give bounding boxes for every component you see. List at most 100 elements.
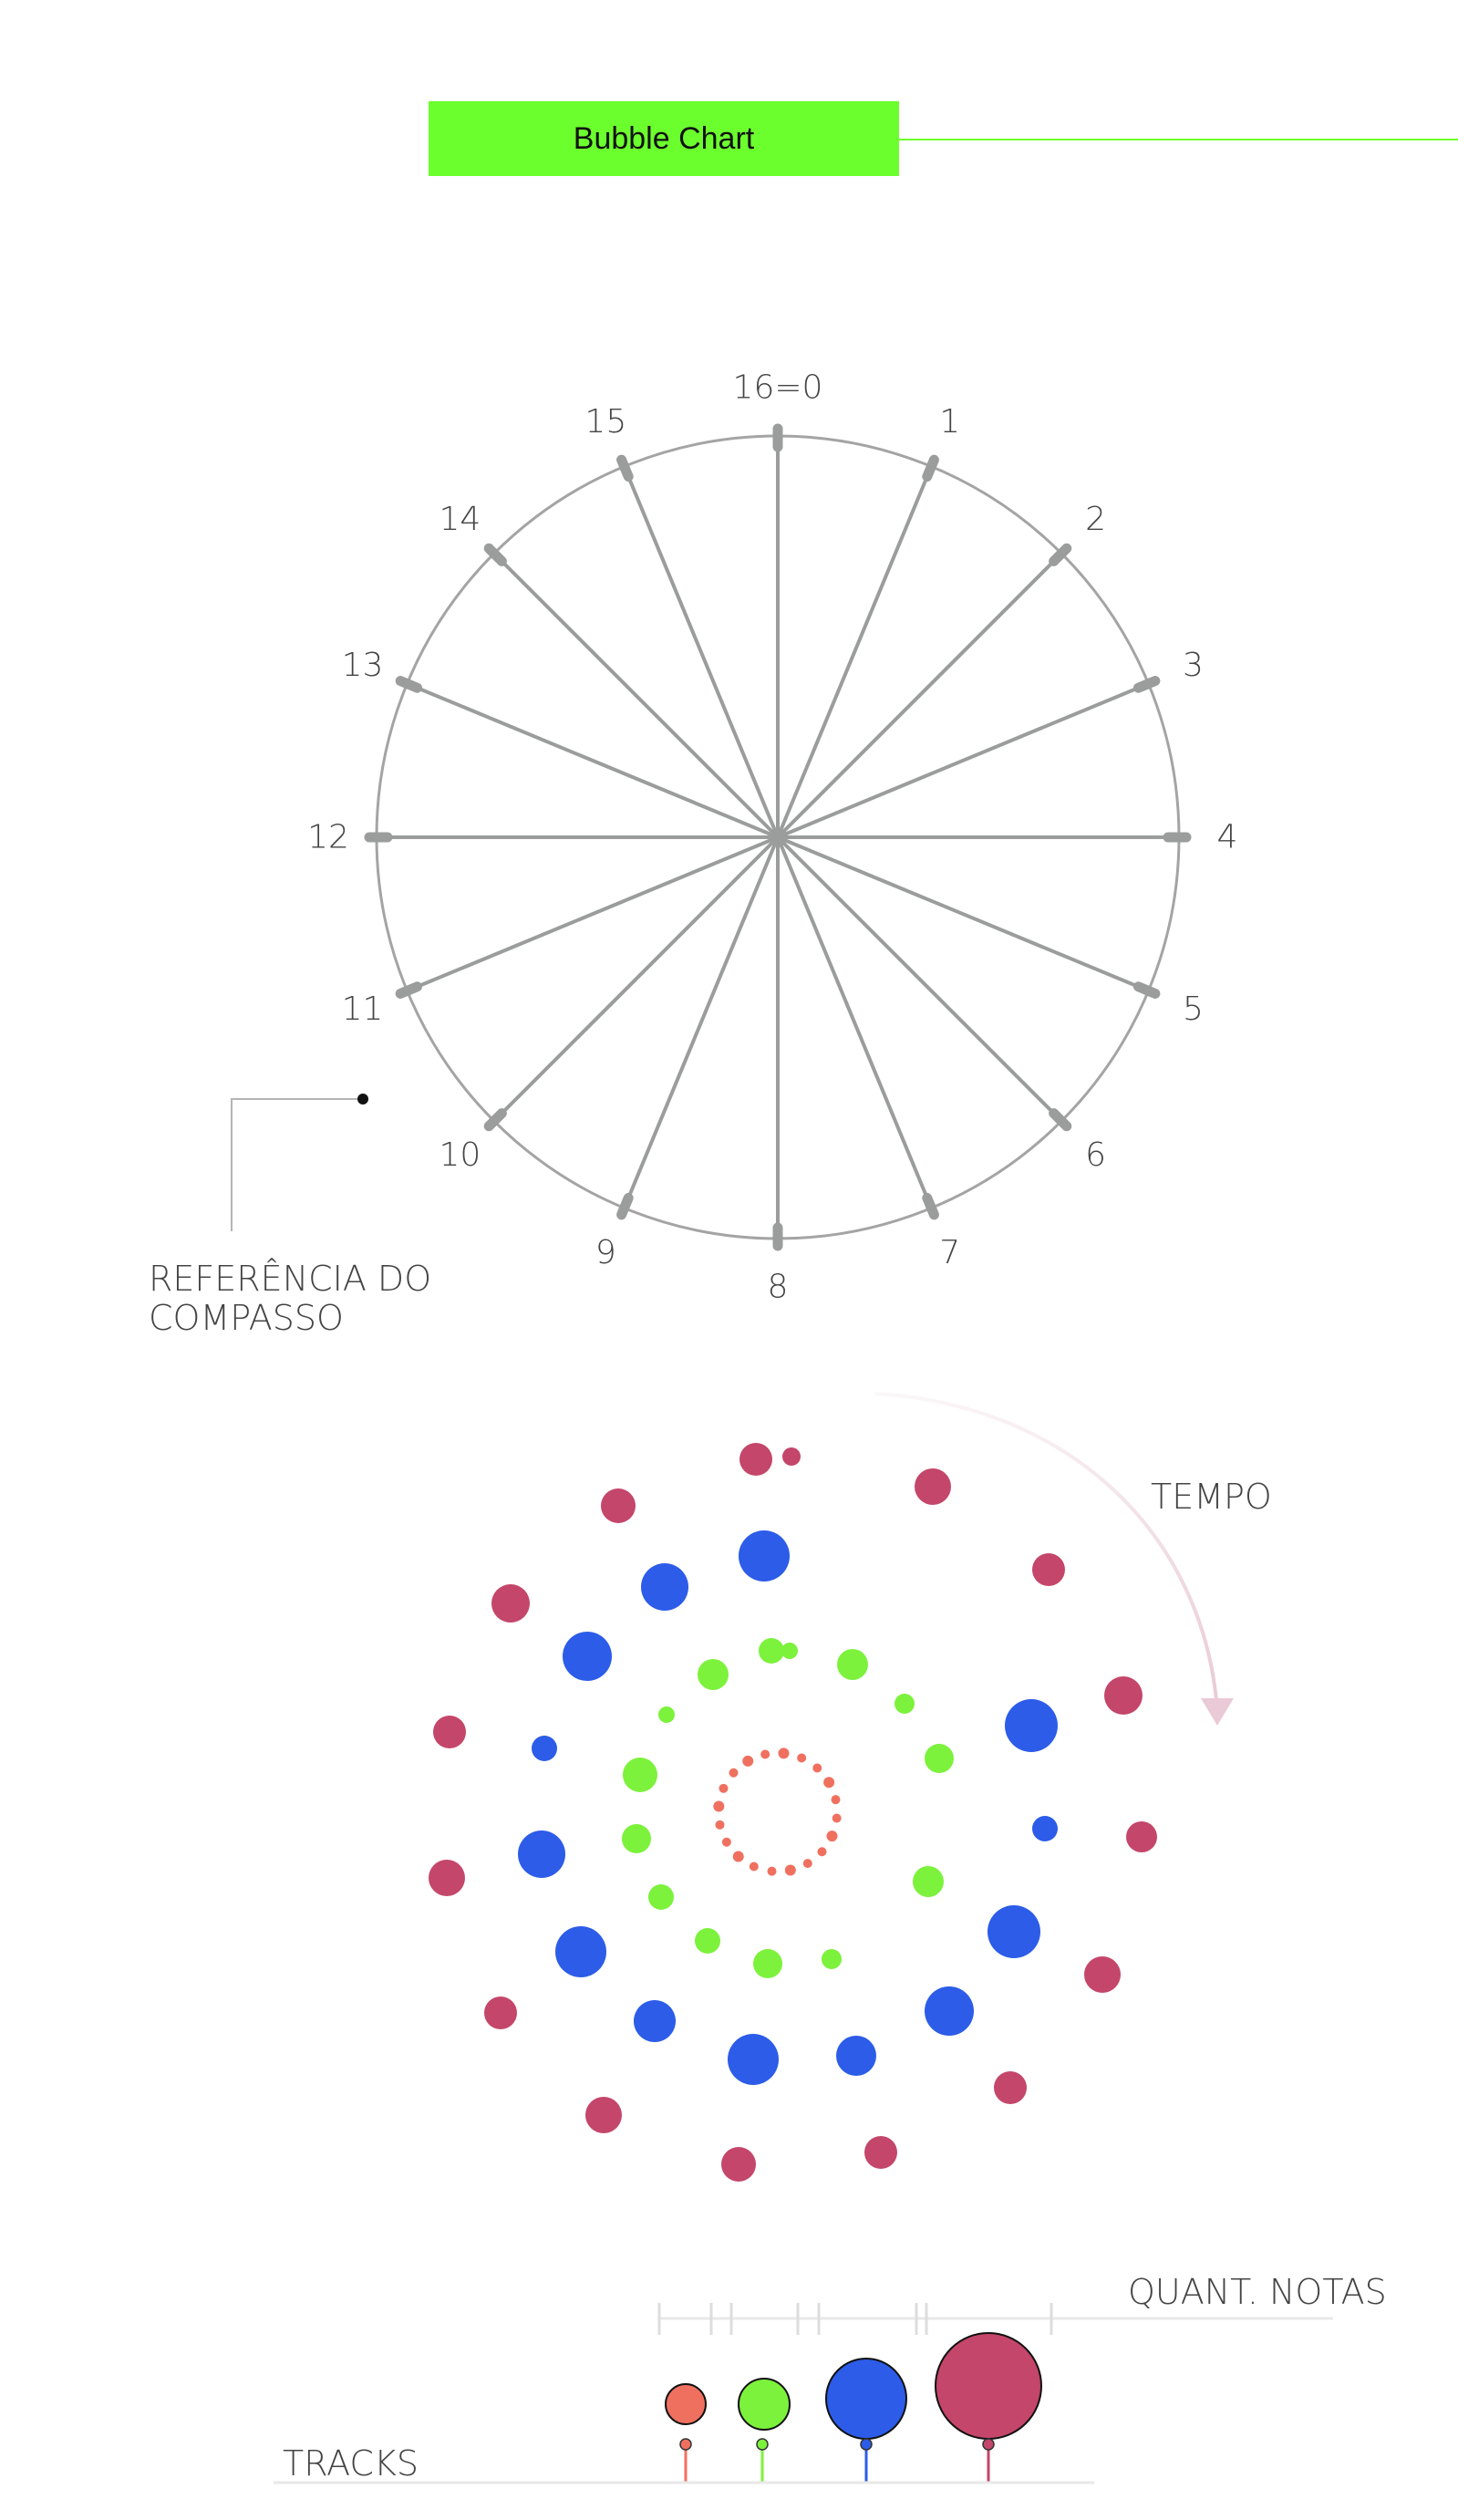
bubble-track-3 (518, 1830, 565, 1878)
bubble-track-1 (749, 1861, 759, 1872)
compass-tick (1049, 543, 1072, 566)
bubble-track-1 (742, 1755, 754, 1767)
bubble-track-4 (491, 1584, 530, 1623)
compass-label-15: 15 (584, 403, 626, 441)
bubble-track-3 (988, 1905, 1040, 1958)
compass-spoke (492, 552, 780, 839)
compass-spoke (622, 836, 780, 1209)
tempo-arc (874, 1392, 1219, 1711)
bubble-track-4 (1126, 1821, 1157, 1852)
title-rule (899, 139, 1458, 140)
bubble-track-2 (913, 1866, 944, 1897)
tempo-label: TEMPO (1151, 1477, 1272, 1517)
bubble-track-1 (721, 1837, 731, 1847)
legend-bubble-track-4 (935, 2332, 1042, 2440)
reference-label-line-1: REFERÊNCIA DO (149, 1259, 431, 1299)
legend-bubble-track-2 (738, 2378, 791, 2431)
bubble-track-1 (802, 1859, 812, 1869)
quant-notas-label: QUANT. NOTAS (1128, 2272, 1387, 2312)
compass-label-8: 8 (768, 1269, 789, 1306)
compass-label-4: 4 (1217, 819, 1238, 856)
bubble-track-2 (925, 1744, 954, 1773)
bubble-track-3 (641, 1563, 688, 1611)
title-badge: Bubble Chart (429, 101, 899, 176)
compass-tick (483, 543, 507, 566)
bubble-track-2 (822, 1949, 842, 1969)
compass-spoke (777, 681, 1150, 839)
bubble-track-1 (719, 1783, 729, 1793)
bubble-track-2 (695, 1928, 720, 1954)
legend-track-pins (679, 2438, 995, 2483)
bubble-track-4 (1104, 1676, 1143, 1715)
bubble-track-4 (1032, 1553, 1065, 1586)
bubble-track-3 (836, 2036, 876, 2076)
bubble-track-2 (698, 1659, 729, 1690)
bubble-track-3 (555, 1926, 606, 1977)
compass-spoke (776, 552, 1063, 839)
legend: QUANT. NOTAS TRACKS (274, 2272, 1387, 2484)
compass-label-14: 14 (439, 501, 481, 538)
compass-spoke (777, 835, 1150, 993)
bubble-track-2 (623, 1758, 657, 1792)
compass-label-6: 6 (1085, 1136, 1106, 1174)
bubble-track-3 (634, 2000, 676, 2042)
compass-tick (1132, 981, 1161, 999)
compass-spoke (776, 465, 934, 838)
bubble-track-2 (837, 1649, 868, 1680)
bubble-track-3 (1032, 1816, 1058, 1841)
bubble-track-2 (781, 1643, 798, 1659)
compass-spoke (776, 835, 1063, 1123)
bubble-track-1 (832, 1813, 842, 1823)
bubble-track-1 (713, 1800, 725, 1812)
bubble-track-1 (817, 1847, 827, 1857)
reference-dot (357, 1094, 368, 1104)
compass-tick (616, 454, 634, 482)
bubble-track-2 (622, 1824, 651, 1853)
bubble-track-3 (728, 2034, 779, 2085)
bubble-track-4 (864, 2136, 897, 2169)
compass-label-11: 11 (342, 990, 384, 1028)
bubble-track-3 (532, 1736, 557, 1761)
legend-bubble-track-3 (825, 2358, 907, 2440)
bubble-track-4 (484, 1996, 517, 2029)
bubble-field (429, 1443, 1157, 2182)
bubble-track-4 (601, 1488, 636, 1523)
bubble-track-1 (732, 1851, 744, 1862)
compass-label-13: 13 (342, 647, 384, 684)
compass-label-9: 9 (595, 1234, 616, 1271)
compass-spoke (776, 836, 934, 1209)
tempo-arrowhead (1201, 1698, 1234, 1726)
bubble-track-1 (831, 1795, 841, 1805)
compass-spoke (406, 835, 779, 993)
bubble-track-3 (563, 1632, 612, 1681)
compass-tick (1132, 676, 1161, 693)
compass-tick (616, 1192, 634, 1220)
bubble-track-3 (739, 1530, 790, 1581)
bubble-track-1 (715, 1820, 725, 1830)
bubble-track-1 (784, 1864, 796, 1876)
compass-tick (922, 454, 939, 482)
bubble-track-1 (812, 1763, 822, 1773)
bubble-track-4 (433, 1716, 466, 1748)
bubble-track-4 (739, 1443, 772, 1476)
compass-spoke (406, 681, 779, 839)
compass-spoke (492, 835, 780, 1123)
bubble-track-3 (1005, 1699, 1058, 1752)
quant-ticks (657, 2303, 1053, 2335)
compass-label-10: 10 (439, 1136, 481, 1174)
page-title: Bubble Chart (573, 120, 755, 156)
bubble-track-2 (759, 1638, 784, 1664)
tempo-arrow: TEMPO (874, 1392, 1272, 1726)
bubble-track-1 (767, 1866, 777, 1876)
compass-label-5: 5 (1183, 990, 1204, 1028)
reference-leader-line (231, 1098, 362, 1231)
bubble-track-4 (429, 1860, 465, 1896)
bubble-track-4 (994, 2071, 1027, 2104)
compass-label-7: 7 (939, 1234, 960, 1271)
bubble-track-4 (1084, 1956, 1121, 1993)
bubble-track-1 (778, 1747, 790, 1759)
compass-tick (395, 676, 423, 693)
bubble-track-2 (894, 1694, 915, 1714)
